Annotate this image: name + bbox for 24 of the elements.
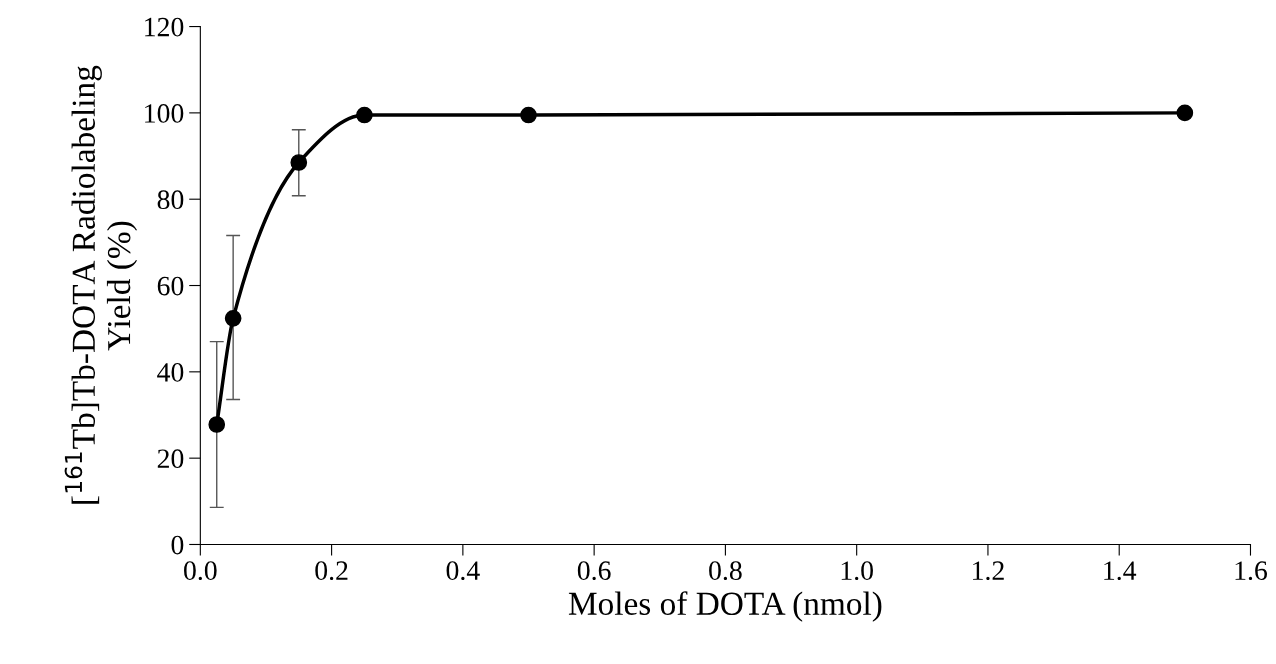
y-tick-label: 40	[157, 363, 184, 382]
point	[290, 154, 308, 171]
x-tick-label: 0.2	[315, 561, 348, 581]
y-tick-label: 0	[171, 535, 184, 555]
x-tick-label: 1.2	[973, 561, 1004, 581]
point	[520, 106, 537, 124]
y-axis-title: [$^{161}$Tb]Tb-DOTA Radiolabeling Yield (%)	[64, 65, 138, 504]
y-tick-label: 20	[157, 449, 184, 469]
point	[1176, 104, 1194, 122]
y-tick-label: 80	[157, 190, 184, 210]
y-tick-label: 100	[145, 104, 184, 123]
x-tick-label: 1.6	[1235, 561, 1268, 581]
x-tick-label: 1.4	[1104, 561, 1137, 581]
x-tick-label: 0.6	[577, 561, 611, 581]
x-tick-label: 1.0	[841, 561, 873, 581]
point	[356, 106, 373, 124]
y-tick-label: 60	[157, 276, 184, 296]
x-tick-label: 0.8	[709, 561, 742, 581]
point	[224, 309, 242, 327]
x-tick-label: 0.0	[184, 561, 217, 581]
point	[208, 416, 226, 433]
x-tick-label: 0.4	[446, 561, 480, 581]
y-tick-label: 120	[145, 17, 184, 37]
x-axis-title: Moles of DOTA (nmol)	[568, 591, 882, 622]
